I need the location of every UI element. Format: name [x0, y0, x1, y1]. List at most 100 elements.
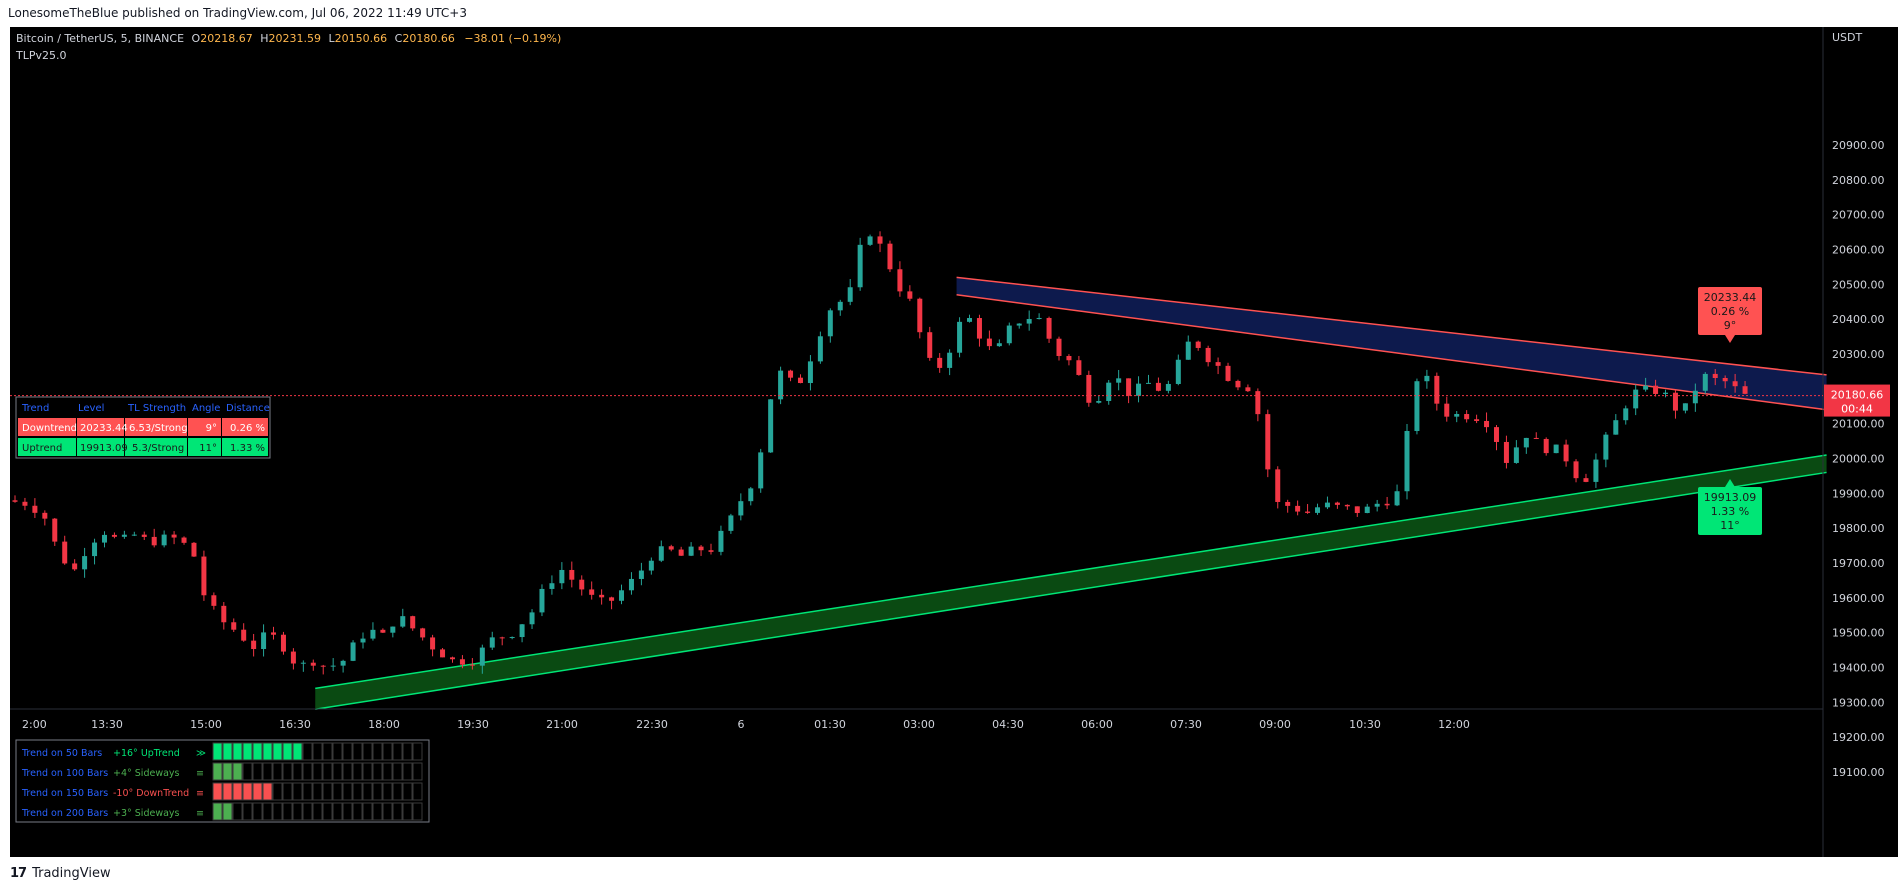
price-tick-label: 20700.00: [1832, 209, 1885, 222]
candle-body: [340, 660, 346, 666]
bars-row-cell: [302, 782, 313, 801]
bars-row-cell: [272, 782, 283, 801]
bars-row-cell: [242, 782, 253, 801]
bars-row-cell: [292, 802, 303, 821]
candle-body: [1623, 408, 1629, 421]
time-axis[interactable]: 2:00 13:30 15:00 16:30 18:00 19:30 21:00 22:30 6…: [10, 708, 1823, 731]
footer: 17 TradingView: [10, 866, 111, 881]
candle-body: [569, 569, 575, 580]
change-value: −38.01 (−0.19%): [464, 32, 561, 45]
bars-row-value: +3° Sideways: [113, 808, 180, 819]
candle-body: [1285, 501, 1291, 506]
candle-body: [1394, 491, 1400, 506]
uptrend-label: 19913.09 1.33 % 11°: [1698, 479, 1762, 535]
candle-body: [489, 637, 495, 648]
candle-body: [420, 628, 426, 638]
bars-row-cell: [212, 782, 223, 801]
bars-row-cell: [322, 782, 333, 801]
bars-trend-table: Trend on 50 Bars +16° UpTrend ≫ Trend on 10…: [15, 739, 430, 823]
bars-row-cell: [262, 742, 273, 761]
bars-row-name: Trend on 150 Bars: [21, 788, 108, 799]
candle-body: [857, 244, 863, 288]
candle-body: [1702, 373, 1708, 391]
candle-body: [32, 505, 38, 513]
candle-body: [708, 550, 714, 552]
candle-body: [449, 657, 455, 660]
candle-body: [1215, 362, 1221, 366]
candle-body: [1533, 437, 1539, 439]
candle-body: [141, 534, 147, 537]
bars-row-cell: [222, 782, 233, 801]
candle-body: [1712, 373, 1718, 378]
candle-body: [211, 595, 217, 606]
candle-body: [1036, 317, 1042, 320]
bars-row-cell: [252, 802, 263, 821]
low-label: L: [329, 32, 336, 45]
candle-body: [907, 291, 913, 299]
bars-row-cell: [222, 742, 233, 761]
candle-body: [22, 501, 28, 506]
downtrend-pct: 0.26 %: [1711, 305, 1749, 318]
bars-row-cell: [352, 742, 363, 761]
time-tick-label: 03:00: [903, 718, 935, 731]
candle-body: [1165, 383, 1171, 391]
low-value: 20150.66: [335, 32, 388, 45]
downtrend-level: 20233.44: [1704, 291, 1757, 304]
downtrend-label: 20233.44 0.26 % 9°: [1698, 287, 1762, 343]
bars-row-cell: [302, 802, 313, 821]
trend-row-up-trend: Uptrend: [22, 443, 62, 454]
downtrend-lower-line: [956, 294, 1827, 411]
candle-body: [1086, 374, 1092, 403]
price-tick-label: 20000.00: [1832, 453, 1885, 466]
bars-row-cell: [292, 742, 303, 761]
candle-body: [519, 624, 525, 638]
candle-body: [280, 634, 286, 652]
candle-body: [1364, 506, 1370, 514]
candle-body: [201, 556, 207, 596]
price-tick-label: 19300.00: [1832, 696, 1885, 709]
price-tick-label: 20100.00: [1832, 418, 1885, 431]
downtrend-angle: 9°: [1724, 319, 1737, 332]
price-tick-label: 19400.00: [1832, 662, 1885, 675]
candle-body: [1672, 392, 1678, 411]
candle-body: [1742, 386, 1748, 394]
bars-row-cell: [412, 762, 423, 781]
candle-body: [1066, 355, 1072, 361]
bars-row-cell: [362, 802, 373, 821]
bars-row-cell: [282, 762, 293, 781]
bars-row-cell: [392, 782, 403, 801]
bars-row-cell: [332, 742, 343, 761]
candle-body: [1295, 505, 1301, 512]
candle-body: [778, 370, 784, 400]
chart-area[interactable]: USDT 20900.00 20800.00 20700.00 20600.00 205…: [10, 27, 1898, 857]
candle-body: [191, 542, 197, 557]
price-axis[interactable]: USDT 20900.00 20800.00 20700.00 20600.00 205…: [1822, 27, 1885, 857]
candle-body: [92, 542, 98, 557]
candle-body: [1016, 323, 1022, 326]
bars-row-cell: [342, 742, 353, 761]
bars-row-cell: [222, 762, 233, 781]
candle-body: [1513, 447, 1519, 463]
bars-row-cell: [402, 742, 413, 761]
bars-row-cell: [232, 802, 243, 821]
bars-row-cell: [262, 802, 273, 821]
candle-body: [1275, 469, 1281, 502]
bars-row-cell: [392, 742, 403, 761]
bars-row-symbol: ≡: [196, 788, 204, 799]
uptrend-lower-line: [315, 471, 1827, 711]
candle-body: [758, 452, 764, 489]
trend-row-up-distance: 1.33 %: [230, 443, 265, 454]
chart-svg[interactable]: USDT 20900.00 20800.00 20700.00 20600.00 205…: [10, 27, 1898, 857]
candle-body: [1643, 385, 1649, 390]
time-tick-label: 21:00: [546, 718, 578, 731]
candle-body: [1116, 378, 1122, 383]
candle-body: [350, 642, 356, 661]
bars-row-value: -10° DownTrend: [113, 788, 189, 799]
bars-row-cell: [212, 742, 223, 761]
trend-table-header-level: Level: [78, 403, 104, 414]
high-label: H: [260, 32, 268, 45]
candle-body: [400, 616, 406, 627]
bars-row-cell: [252, 742, 263, 761]
bars-row-cell: [222, 802, 233, 821]
bars-row-cell: [342, 762, 353, 781]
